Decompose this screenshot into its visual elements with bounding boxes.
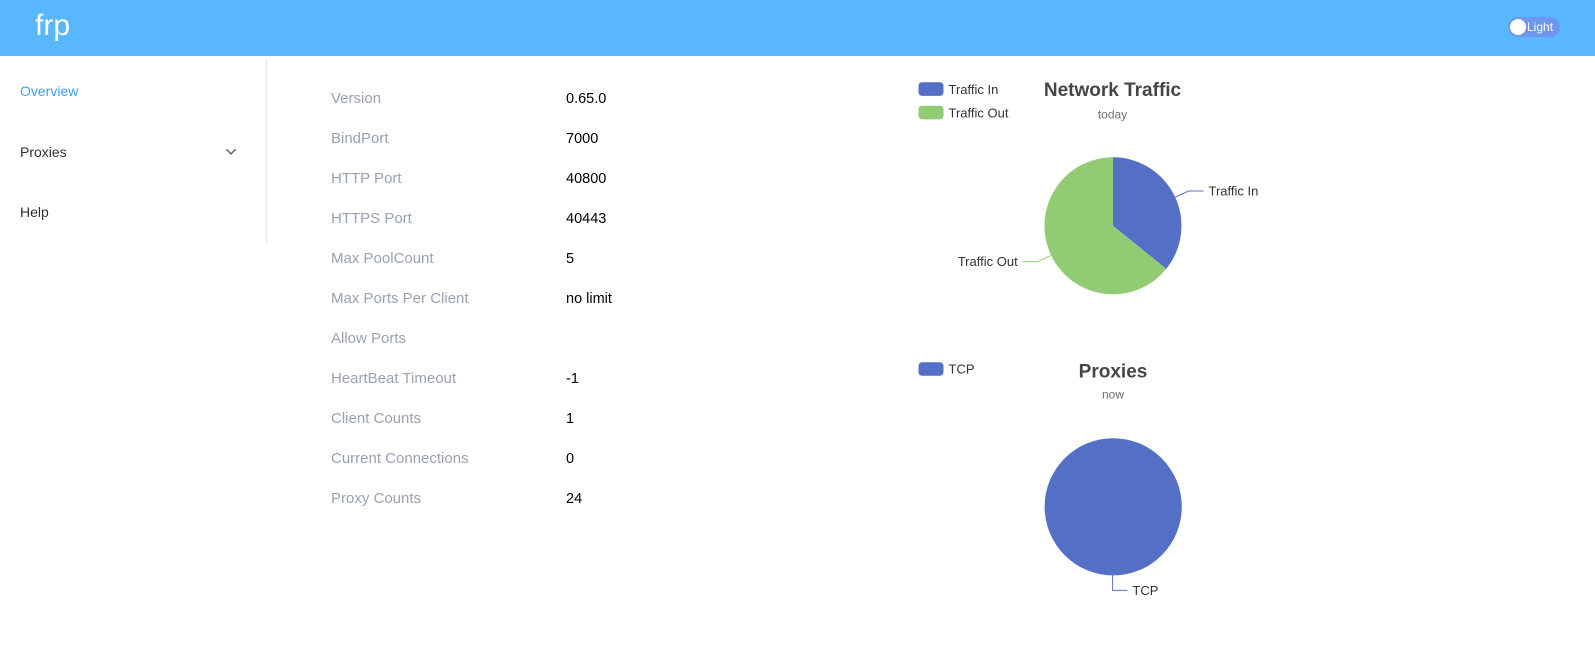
svg-text:Proxies: Proxies [1079, 362, 1148, 383]
svg-text:now: now [1102, 388, 1124, 402]
svg-text:Traffic In: Traffic In [949, 82, 999, 97]
svg-text:Network Traffic: Network Traffic [1044, 80, 1182, 101]
svg-text:TCP: TCP [949, 362, 975, 377]
svg-text:TCP: TCP [1132, 583, 1158, 598]
svg-text:Traffic Out: Traffic Out [949, 105, 1009, 120]
svg-text:Traffic In: Traffic In [1209, 184, 1259, 199]
svg-text:today: today [1098, 107, 1127, 121]
svg-text:Traffic Out: Traffic Out [958, 254, 1018, 269]
